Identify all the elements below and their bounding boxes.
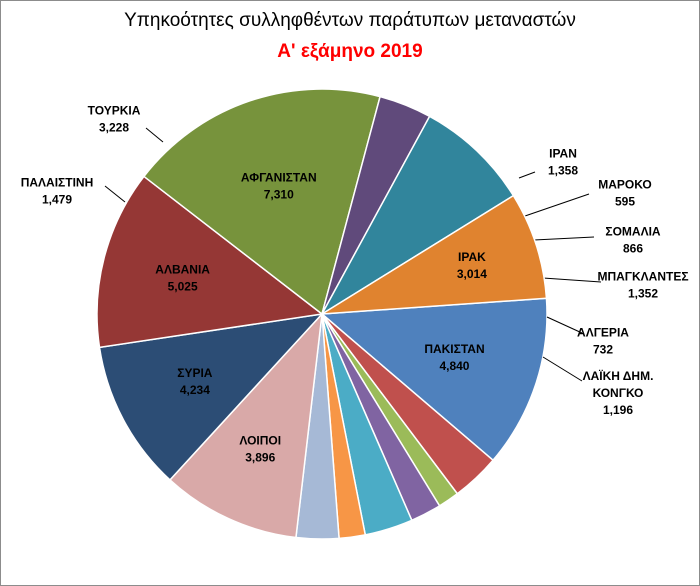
slice-1-label: ΠΑΚΙΣΤΑΝ bbox=[424, 342, 484, 356]
chart-subtitle: Α' εξάμηνο 2019 bbox=[277, 41, 423, 62]
slice-4-leader-line bbox=[533, 236, 595, 241]
slice-4-value-label: 866 bbox=[623, 242, 643, 256]
slice-7-label: ΚΟΝΓΚΟ bbox=[593, 386, 644, 400]
slice-3-label: ΜΑΡΟΚΟ bbox=[598, 178, 651, 192]
slice-13 bbox=[319, 115, 515, 317]
slice-13-label: ΤΟΥΡΚΙΑ bbox=[88, 104, 141, 118]
slice-2-value-label: 1,358 bbox=[548, 164, 578, 178]
slice-12-leader-line bbox=[104, 185, 126, 203]
slice-9 bbox=[98, 312, 324, 481]
slice-11-label: ΑΦΓΑΝΙΣΤΑΝ bbox=[241, 171, 317, 185]
slice-6-value-label: 732 bbox=[593, 343, 613, 357]
slice-10-value-label: 5,025 bbox=[168, 279, 198, 293]
slice-5-leader-line bbox=[542, 277, 602, 283]
slice-6-leader-line bbox=[546, 316, 583, 334]
slice-7-label: ΛΑΪΚΗ ΔΗΜ. bbox=[583, 368, 654, 383]
slice-8 bbox=[168, 311, 324, 539]
slice-8-label: ΛΟΙΠΟΙ bbox=[239, 434, 281, 448]
slice-11-value-label: 7,310 bbox=[264, 188, 294, 202]
slice-9-value-label: 4,234 bbox=[180, 383, 210, 397]
slice-13-value-label: 3,228 bbox=[99, 121, 129, 135]
slice-3-leader-line bbox=[524, 193, 590, 217]
slice-14-label: ΙΡΑΚ bbox=[458, 250, 486, 264]
slice-2-leader-line bbox=[518, 171, 536, 179]
slice-3-value-label: 595 bbox=[615, 195, 635, 209]
slice-1-value-label: 4,840 bbox=[439, 359, 469, 373]
slice-11 bbox=[142, 88, 381, 316]
slice-10 bbox=[96, 175, 324, 349]
slice-9-label: ΣΥΡΙΑ bbox=[177, 366, 213, 380]
slice-12-label: ΠΑΛΑΙΣΤΙΝΗ bbox=[21, 176, 94, 190]
slice-7-value-label: 1,196 bbox=[603, 403, 633, 417]
slice-7-leader-line bbox=[542, 356, 583, 382]
slice-10-label: ΑΛΒΑΝΙΑ bbox=[155, 262, 210, 276]
slice-6-label: ΑΛΓΕΡΙΑ bbox=[577, 326, 629, 340]
slice-5-label: ΜΠΑΓΚΛΑΝΤΕΣ bbox=[597, 270, 688, 284]
slice-8-value-label: 3,896 bbox=[245, 451, 275, 465]
slice-2-label: ΙΡΑΝ bbox=[549, 147, 577, 161]
slice-5-value-label: 1,352 bbox=[628, 287, 658, 301]
slice-13-leader-line bbox=[145, 127, 164, 143]
slice-14 bbox=[321, 194, 548, 315]
slice-14-value-label: 3,014 bbox=[457, 267, 487, 281]
slice-4-label: ΣΟΜΑΛΙΑ bbox=[605, 225, 661, 239]
chart-title: Υπηκοότητες συλληφθέντων παράτυπων μεταν… bbox=[124, 10, 576, 31]
slice-1 bbox=[320, 297, 548, 462]
slice-12-value-label: 1,479 bbox=[42, 193, 72, 207]
